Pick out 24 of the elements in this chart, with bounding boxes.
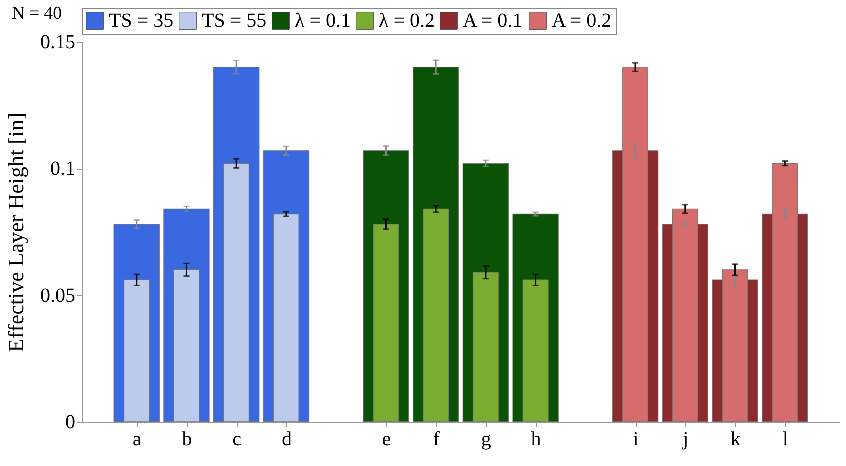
x-tick-label: j bbox=[682, 428, 689, 450]
y-tick-label: 0 bbox=[66, 412, 76, 434]
legend-label: λ = 0.1 bbox=[295, 10, 351, 32]
x-tick-label: f bbox=[433, 428, 440, 450]
legend-label: A = 0.1 bbox=[463, 10, 523, 32]
y-tick-label: 0.05 bbox=[40, 284, 76, 307]
x-tick-label: k bbox=[730, 428, 741, 450]
x-tick-label: b bbox=[182, 428, 192, 450]
legend-label: λ = 0.2 bbox=[379, 10, 435, 32]
x-tick-label: l bbox=[782, 428, 789, 450]
x-tick-label: a bbox=[132, 428, 142, 450]
legend-label: A = 0.2 bbox=[552, 10, 612, 32]
x-tick-label: i bbox=[633, 428, 640, 450]
x-tick-label: g bbox=[481, 428, 492, 450]
legend-label: TS = 55 bbox=[202, 10, 267, 32]
text: N = 40 bbox=[12, 3, 62, 23]
x-tick-label: e bbox=[382, 428, 392, 450]
y-tick-label: 0.15 bbox=[40, 32, 76, 54]
y-tick-label: 0.1 bbox=[50, 158, 76, 180]
x-tick-label: d bbox=[282, 428, 292, 450]
x-tick-label: h bbox=[531, 428, 542, 450]
x-tick-label: c bbox=[232, 428, 242, 450]
y-axis-title: Effective Layer Height [in] bbox=[4, 112, 28, 352]
legend-label: TS = 35 bbox=[109, 10, 174, 32]
